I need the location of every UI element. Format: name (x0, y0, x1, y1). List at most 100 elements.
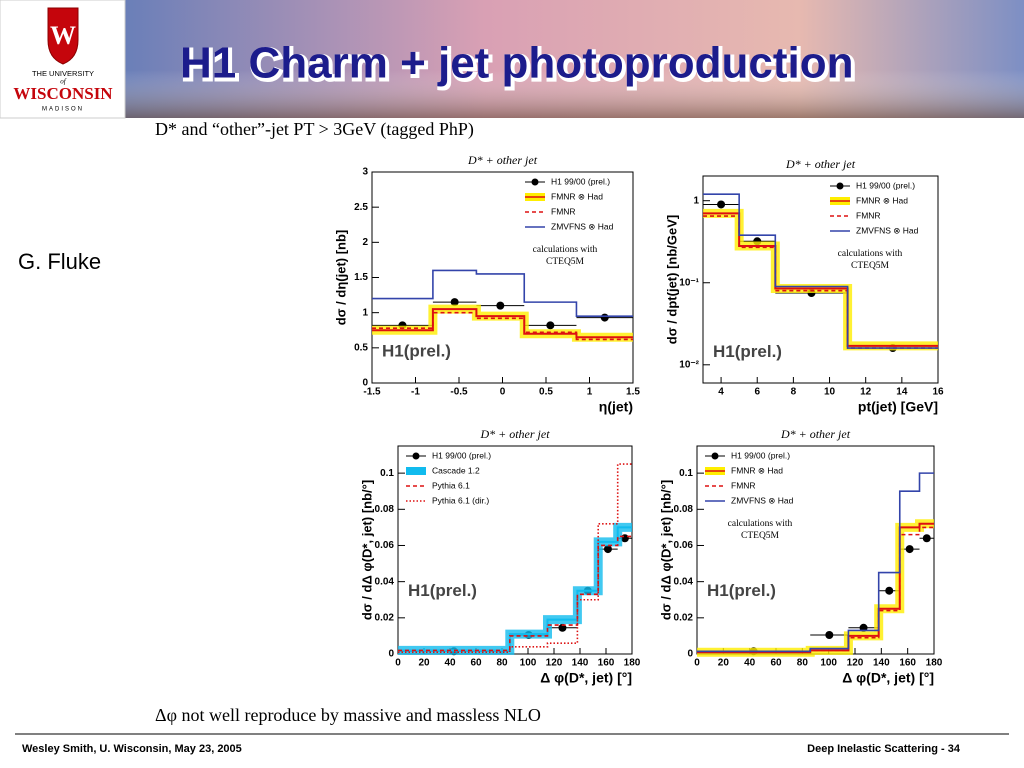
y-tick-label: 10⁻² (679, 359, 699, 370)
x-tick-label: 180 (926, 658, 943, 669)
legend-label: H1 99/00 (prel.) (731, 450, 790, 460)
x-tick-label: 60 (770, 658, 782, 669)
legend-label: ZMVFNS ⊗ Had (551, 221, 614, 231)
data-point (546, 321, 555, 330)
y-tick-label: 0.1 (679, 468, 693, 479)
histogram-line (372, 311, 633, 341)
x-tick-label: 0 (500, 387, 506, 398)
title: H1 Charm + jet photoproduction (180, 39, 853, 88)
y-tick-label: 0.5 (354, 342, 368, 353)
legend-label: H1 99/00 (prel.) (856, 180, 915, 190)
histogram-line (398, 463, 632, 653)
note: CTEQ5M (851, 261, 890, 271)
legend-label: H1 99/00 (prel.) (551, 176, 610, 186)
data-point (922, 534, 931, 543)
legend-swatch (711, 452, 719, 460)
x-tick-label: 14 (896, 387, 908, 398)
y-tick-label: 2.5 (354, 202, 368, 213)
x-tick-label: 0 (395, 658, 401, 669)
y-tick-label: 1 (693, 195, 699, 206)
x-tick-label: 10 (824, 387, 836, 398)
plot-title: D* + other jet (785, 157, 856, 171)
logo-text: THE UNIVERSITY (32, 69, 94, 78)
y-tick-label: 0 (687, 649, 693, 660)
x-tick-label: 20 (718, 658, 730, 669)
subtitle: D* and “other”-jet PT > 3GeV (tagged PhP… (155, 119, 474, 140)
y-tick-label: 0.1 (380, 468, 394, 479)
data-point (717, 200, 726, 209)
y-tick-label: 0.04 (674, 576, 694, 587)
histogram-line (703, 193, 938, 349)
y-tick-label: 0.06 (674, 540, 694, 551)
legend-label: ZMVFNS ⊗ Had (856, 225, 919, 235)
x-axis-label: η(jet) (599, 399, 633, 415)
y-tick-label: 0.08 (674, 504, 694, 515)
y-tick-label: 0 (362, 378, 368, 389)
histogram-line (697, 472, 934, 653)
note: calculations with (728, 519, 793, 529)
plot-frame (696, 445, 935, 655)
footer-left: Wesley Smith, U. Wisconsin, May 23, 2005 (22, 743, 242, 755)
legend-label: FMNR ⊗ Had (856, 195, 908, 205)
legend-label: Cascade 1.2 (432, 465, 480, 475)
legend-label: Pythia 6.1 (dir.) (432, 495, 489, 505)
y-tick-label: 0.02 (674, 612, 694, 623)
legend-label: Pythia 6.1 (432, 480, 470, 490)
y-tick-label: 1 (362, 307, 368, 318)
histogram-line (372, 308, 633, 339)
y-tick-label: 0 (388, 649, 394, 660)
x-tick-label: -1 (411, 387, 420, 398)
data-point (450, 298, 459, 307)
footer-right: Deep Inelastic Scattering - 34 (807, 743, 961, 755)
data-point (825, 631, 834, 640)
histogram-line (372, 269, 633, 317)
x-tick-label: 12 (860, 387, 872, 398)
x-tick-label: 4 (718, 387, 724, 398)
banner-shade (125, 70, 1024, 118)
crest-letter: W (50, 21, 76, 50)
legend-swatch (412, 452, 420, 460)
x-tick-label: 120 (847, 658, 864, 669)
plot-title: D* + other jet (780, 427, 851, 441)
legend-label: FMNR ⊗ Had (731, 465, 783, 475)
legend-label: FMNR (551, 206, 576, 216)
x-tick-label: 160 (899, 658, 916, 669)
note: CTEQ5M (546, 257, 585, 267)
x-tick-label: 80 (496, 658, 508, 669)
legend-label: FMNR ⊗ Had (551, 191, 603, 201)
x-tick-label: 40 (744, 658, 756, 669)
y-tick-label: 0.02 (375, 612, 395, 623)
x-tick-label: 140 (873, 658, 890, 669)
x-axis-label: Δ φ(D*, jet) [°] (540, 670, 632, 686)
h1-label: H1(prel.) (408, 581, 477, 600)
x-tick-label: 180 (624, 658, 641, 669)
x-tick-label: 120 (546, 658, 563, 669)
data-point (603, 545, 612, 554)
y-axis-label: dσ / dΔ φ(D*, jet) [nb/°] (359, 480, 374, 620)
note: CTEQ5M (741, 531, 780, 541)
x-tick-label: 140 (572, 658, 589, 669)
h1-label: H1(prel.) (382, 341, 451, 360)
x-tick-label: 80 (797, 658, 809, 669)
logo-text: of (60, 78, 67, 86)
legend-label: FMNR (731, 480, 756, 490)
x-tick-label: 1.5 (626, 387, 640, 398)
x-tick-label: 8 (791, 387, 797, 398)
crest (47, 7, 79, 65)
y-axis-label: dσ / dΔ φ(D*, jet) [nb/°] (658, 480, 673, 620)
legend-label: H1 99/00 (prel.) (432, 450, 491, 460)
data-point (600, 313, 609, 322)
x-tick-label: 100 (820, 658, 837, 669)
data-point (905, 545, 914, 554)
author: G. Fluke (18, 249, 101, 274)
data-point (496, 301, 505, 310)
x-axis-label: pt(jet) [GeV] (858, 399, 938, 415)
y-axis-label: dσ / dpt(jet) [nb/GeV] (664, 215, 679, 345)
y-tick-label: 0.04 (375, 576, 395, 587)
plot-title: D* + other jet (467, 153, 538, 167)
caption: Δφ not well reproduce by massive and mas… (155, 705, 541, 725)
plot-title: D* + other jet (479, 427, 550, 441)
data-point (885, 586, 894, 595)
x-tick-label: 20 (418, 658, 430, 669)
